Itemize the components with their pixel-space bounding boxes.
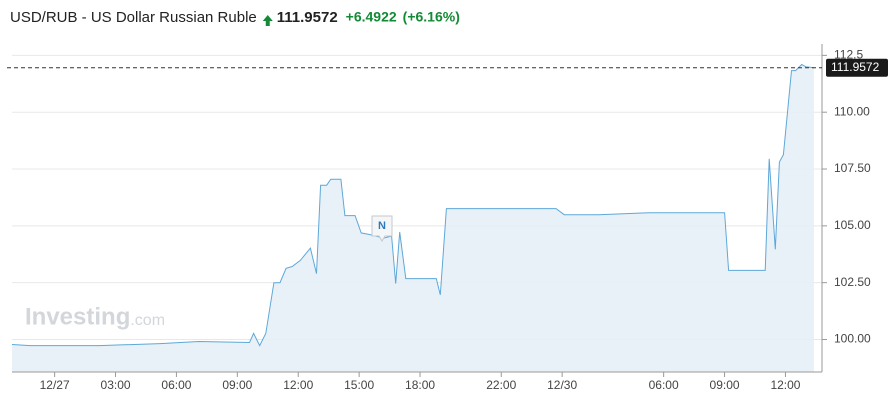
x-tick-label: 03:00 (101, 378, 131, 392)
x-tick-label: 12:00 (283, 378, 313, 392)
y-tick-label: 105.00 (834, 218, 871, 232)
x-tick-label: 12/30 (547, 378, 577, 392)
news-flag (371, 215, 393, 242)
x-tick-label: 22:00 (486, 378, 516, 392)
current-label: 111.9572 (831, 60, 880, 74)
x-tick-label: 09:00 (222, 378, 252, 392)
x-tick-label: 09:00 (710, 378, 740, 392)
x-tick-label: 06:00 (161, 378, 191, 392)
news-label: N (378, 220, 386, 232)
x-tick-label: 06:00 (649, 378, 679, 392)
change: +6.4922 (346, 9, 397, 25)
price: 111.9572 (277, 9, 338, 26)
current-tag (826, 58, 888, 77)
y-tick-label: 107.50 (834, 161, 871, 175)
y-tick-label: 102.50 (834, 275, 871, 289)
change-percent: (+6.16%) (403, 9, 460, 25)
x-tick-label: 15:00 (344, 378, 374, 392)
watermark: Investing (25, 303, 130, 330)
x-tick-label: 12:00 (770, 378, 800, 392)
y-tick-label: 110.00 (834, 104, 870, 118)
x-tick-label: 12/27 (40, 378, 70, 392)
area (12, 64, 814, 372)
x-tick-label: 18:00 (405, 378, 435, 392)
y-tick-label: 100.00 (834, 332, 871, 346)
up-arrow (262, 15, 273, 26)
watermark-suffix: .com (130, 312, 165, 329)
news-marker: N (371, 215, 393, 242)
y-tick-label: 112.5 (834, 48, 863, 62)
chart-title: USD/RUB - US Dollar Russian Ruble (10, 9, 257, 26)
